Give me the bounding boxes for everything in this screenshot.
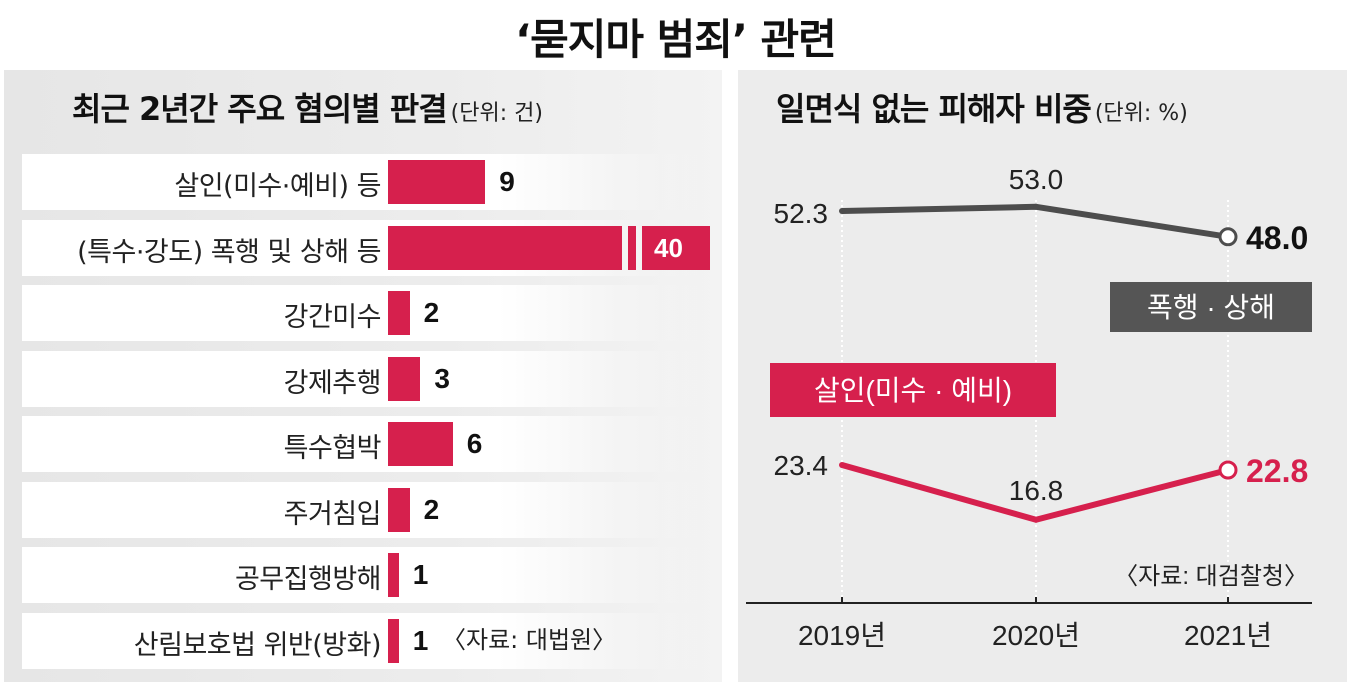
bar-category-label: 강간미수 [283, 302, 382, 333]
x-tick-label: 2020년 [992, 620, 1080, 651]
bar [388, 487, 410, 532]
bar-row-background [22, 154, 702, 210]
bar [388, 356, 421, 401]
bar [388, 422, 453, 466]
bar-category-label: 주거침입 [283, 498, 382, 530]
bar-value-label: 1 [412, 624, 429, 656]
bar-value-label: 1 [412, 559, 429, 590]
x-tick-label: 2019년 [798, 620, 886, 651]
bar-category-label: 살인(미수·예비) 등 [174, 171, 381, 202]
bar-category-label: (특수·강도) 폭행 및 상해 등 [77, 236, 381, 268]
bar-row-background [22, 612, 702, 669]
bar-row-background [22, 547, 702, 603]
bar [388, 291, 410, 335]
series-name-tag [770, 363, 1056, 417]
series-name-tag [1110, 282, 1312, 332]
series-name-label: 폭행 · 상해 [1147, 292, 1275, 323]
data-label: 53.0 [1009, 164, 1064, 195]
bar-category-label: 강제추행 [283, 367, 382, 399]
bar-row-background [22, 416, 702, 472]
bar-value-label: 9 [499, 166, 515, 197]
bar-value-label: 3 [434, 362, 450, 394]
data-label: 16.8 [1009, 475, 1064, 506]
data-label: 23.4 [774, 450, 829, 481]
x-tick-label: 2021년 [1184, 620, 1272, 651]
series-name-label: 살인(미수 · 예비) [814, 375, 1012, 406]
bar-value-label: 2 [423, 493, 440, 525]
data-point [839, 208, 845, 214]
data-label: 52.3 [774, 198, 829, 229]
bar-row-background [22, 350, 702, 407]
bar-chart-unit: (단위: 건) [450, 101, 543, 126]
data-point [1218, 460, 1238, 480]
bar-row-background [22, 481, 702, 538]
bar-category-label: 공무집행방해 [234, 564, 382, 595]
bar-chart-source: 〈자료: 대법원〉 [442, 626, 617, 654]
bar [388, 618, 399, 663]
line-chart-title-text: 일면식 없는 피해자 비중 [776, 90, 1092, 128]
bar [642, 225, 710, 270]
line-chart-title: 일면식 없는 피해자 비중 (단위: %) [776, 84, 1188, 130]
data-label: 22.8 [1246, 453, 1308, 489]
bar-value-label: 6 [466, 428, 483, 459]
bar-value-label: 40 [654, 232, 683, 263]
main-title: ‘묻지마 범죄’ 관련 [515, 15, 837, 64]
data-point [839, 462, 845, 468]
bar-chart-title-text: 최근 2년간 주요 혐의별 판결 [72, 90, 448, 128]
bar-category-label: 산림보호법 위반(방화) [133, 629, 382, 661]
bar [388, 225, 622, 270]
bar [388, 160, 486, 204]
line-chart-unit: (단위: %) [1094, 101, 1188, 126]
bar-chart-title: 최근 2년간 주요 혐의별 판결 (단위: 건) [72, 84, 543, 130]
line-chart-source: 〈자료: 대검찰청〉 [1114, 563, 1308, 590]
bar-category-label: 특수협박 [283, 433, 382, 464]
bar [628, 225, 636, 270]
data-point [1033, 203, 1039, 210]
bar-row-background [22, 285, 702, 341]
data-label: 48.0 [1246, 220, 1308, 256]
bar-value-label: 2 [423, 297, 440, 328]
data-point [1033, 516, 1039, 523]
bar [388, 553, 399, 597]
data-point [1218, 227, 1238, 247]
